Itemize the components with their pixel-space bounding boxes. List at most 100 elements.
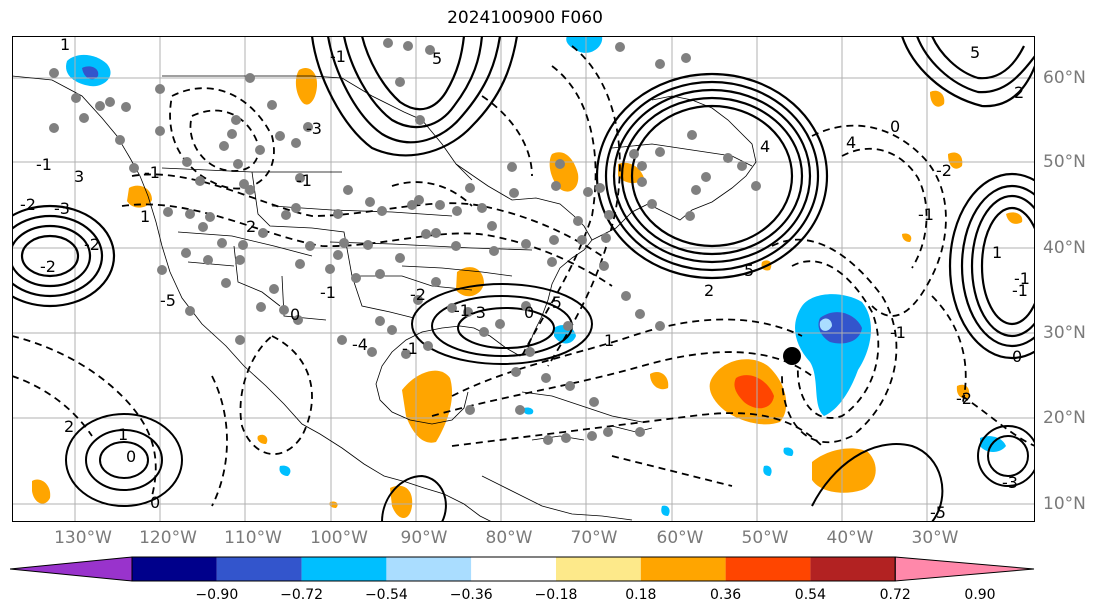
station-dot — [477, 203, 487, 213]
station-dot — [351, 273, 361, 283]
station-dot — [463, 307, 473, 317]
contour-positive — [977, 425, 1035, 487]
contour-negative — [131, 173, 603, 257]
station-dot — [205, 212, 215, 222]
contour-positive — [20, 234, 80, 278]
contour-positive — [900, 36, 1035, 108]
station-dot — [621, 291, 631, 301]
contour-label: 0 — [524, 303, 534, 322]
station-dot — [291, 138, 301, 148]
station-dot — [367, 347, 377, 357]
contour-lines — [12, 36, 1035, 522]
station-dot — [182, 157, 192, 167]
contour-positive — [381, 474, 447, 522]
contour-label: -2 — [936, 161, 952, 180]
station-dot — [587, 431, 597, 441]
station-dot — [685, 211, 695, 221]
station-dot — [447, 303, 457, 313]
contour-positive — [620, 96, 804, 256]
station-dot — [339, 238, 349, 248]
longitude-label: 60°W — [656, 528, 704, 548]
station-dot — [295, 173, 305, 183]
contour-positive — [12, 204, 116, 308]
station-dot — [245, 185, 255, 195]
contour-positive — [411, 283, 593, 365]
longitude-label: 80°W — [485, 528, 533, 548]
station-dot — [487, 221, 497, 231]
colorbar-tick-label: 0.18 — [625, 587, 657, 603]
station-dot — [543, 435, 553, 445]
longitude-label: 90°W — [400, 528, 448, 548]
contour-negative — [211, 375, 228, 507]
contour-label: 1 — [992, 243, 1002, 262]
station-dot — [413, 295, 423, 305]
contour-positive — [987, 435, 1029, 477]
station-dot — [637, 161, 647, 171]
station-dot — [603, 427, 613, 437]
graticule — [12, 36, 1035, 522]
station-dot — [235, 335, 245, 345]
contour-label: -2 — [410, 285, 426, 304]
contour-positive — [630, 104, 794, 248]
colorbar-segment — [556, 557, 641, 581]
contour-label: 0 — [890, 117, 900, 136]
station-dot — [337, 335, 347, 345]
contour-label: -1 — [320, 283, 336, 302]
contour-negative — [451, 318, 803, 397]
anomaly-negative — [763, 465, 772, 476]
contour-label: -3 — [470, 303, 486, 322]
contour-positive — [360, 36, 466, 111]
contour-positive — [342, 36, 484, 129]
station-dot — [599, 261, 609, 271]
contour-label: -3 — [306, 119, 322, 138]
contour-label: 0 — [1012, 347, 1022, 366]
contour-label: -5 — [546, 293, 562, 312]
station-dot — [615, 42, 625, 52]
station-dot — [49, 68, 59, 78]
longitude-label: 30°W — [911, 528, 959, 548]
station-dot — [595, 183, 605, 193]
contour-label: 0 — [150, 493, 160, 512]
anomaly-negative — [279, 465, 291, 476]
station-dot — [198, 222, 208, 232]
station-dot — [185, 306, 195, 316]
station-dot — [395, 253, 405, 263]
station-dot — [233, 159, 243, 169]
contour-label: 2 — [64, 417, 74, 436]
anomaly-positive — [948, 152, 963, 169]
contour-label: -1 — [1014, 269, 1030, 288]
contour-negative — [931, 295, 967, 407]
station-dot — [163, 207, 173, 217]
contour-label: -1 — [918, 205, 934, 224]
contour-negative — [841, 147, 928, 269]
contour-negative — [961, 395, 1035, 447]
station-dot — [415, 115, 425, 125]
colorbar-extend-min — [10, 556, 133, 582]
station-dot — [231, 115, 241, 125]
station-dot — [431, 228, 441, 238]
station-dot — [425, 45, 435, 55]
station-dot — [691, 185, 701, 195]
longitude-label: 130°W — [54, 528, 112, 548]
station-dot — [155, 84, 165, 94]
station-dot — [589, 397, 599, 407]
station-dot — [387, 325, 397, 335]
colorbar-segment — [216, 557, 302, 581]
station-dot — [377, 206, 387, 216]
colorbar — [10, 556, 1035, 582]
station-dot — [723, 153, 733, 163]
station-dot — [521, 239, 531, 249]
station-dot — [129, 163, 139, 173]
contour-label: 2 — [1014, 83, 1024, 102]
station-dot — [221, 278, 231, 288]
colorbar-segment — [471, 557, 556, 581]
storm-center-marker — [783, 347, 801, 365]
station-dot — [217, 238, 227, 248]
station-dot — [267, 100, 277, 110]
station-dot — [507, 162, 517, 172]
station-dot — [635, 309, 645, 319]
station-dot — [255, 145, 265, 155]
station-dot — [325, 264, 335, 274]
contour-negative — [791, 260, 880, 419]
station-dot — [701, 172, 711, 182]
